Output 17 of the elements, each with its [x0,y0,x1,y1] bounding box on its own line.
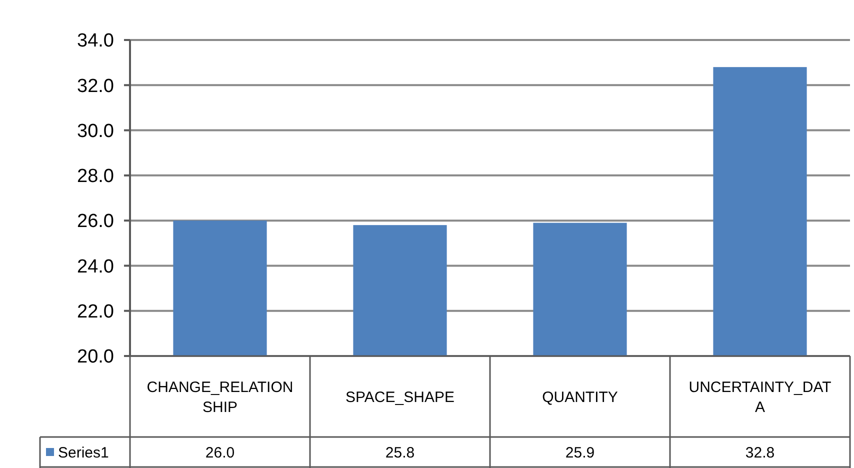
data-label: 26.0 [205,444,235,462]
y-tick-label: 20.0 [77,346,114,368]
y-tick-label: 22.0 [77,302,114,323]
x-tick-label: CHANGE_RELATIONSHIP [146,378,294,416]
data-label: 25.9 [565,444,595,462]
x-tick-label: QUANTITY [542,388,618,406]
y-tick-label: 32.0 [77,76,114,97]
y-tick-label: 30.0 [77,120,114,142]
data-label: 32.8 [745,444,775,462]
x-tick-label: UNCERTAINTY_DATA [688,378,832,416]
y-tick-label: 26.0 [77,211,114,232]
y-tick-label: 34.0 [77,30,114,52]
data-label: 25.8 [385,444,415,462]
legend-label: Series1 [58,444,109,462]
x-tick-label: SPACE_SHAPE [346,388,454,406]
y-tick-label: 28.0 [77,166,114,188]
y-tick-label: 24.0 [77,256,114,278]
